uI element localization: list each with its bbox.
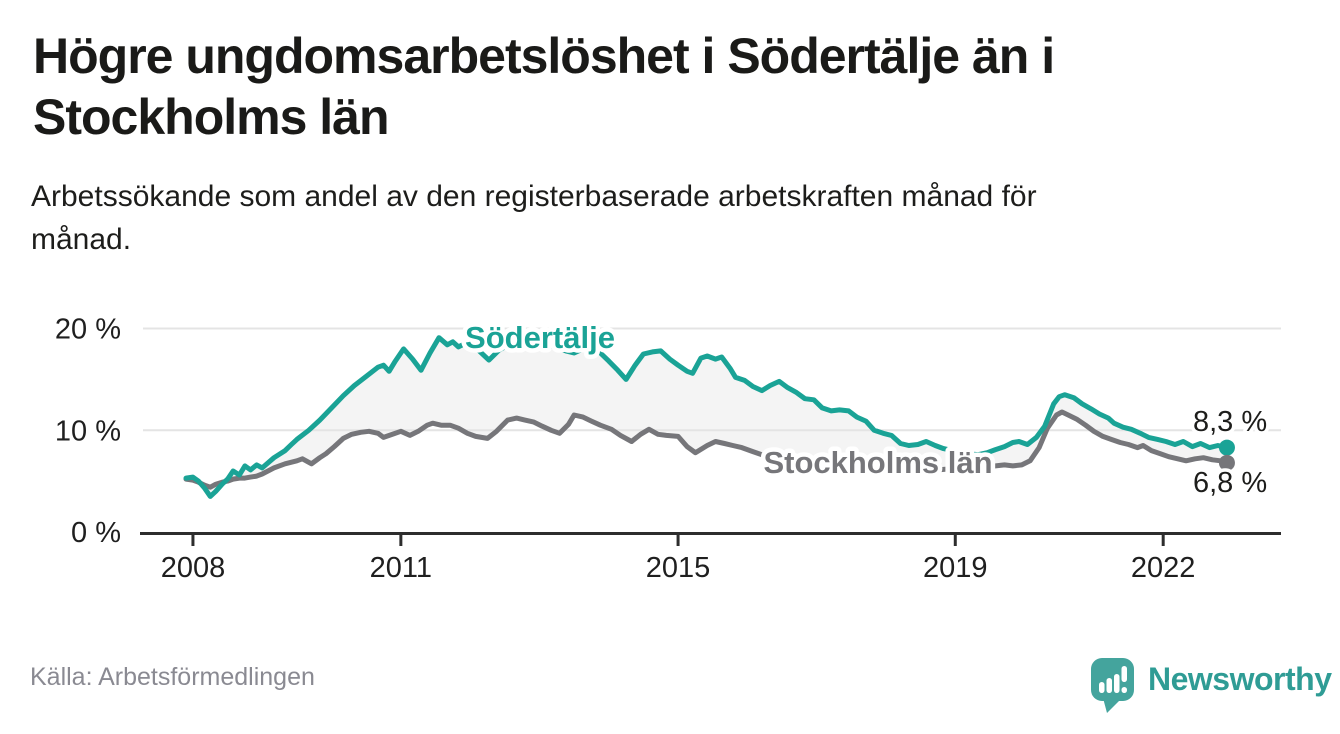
newsworthy-logo-icon bbox=[1091, 658, 1134, 713]
y-tick-label: 10 % bbox=[55, 415, 121, 447]
end-dot-sodertalje bbox=[1218, 439, 1235, 456]
source-note: Källa: Arbetsförmedlingen bbox=[30, 663, 315, 691]
series-line-sodertalje bbox=[183, 335, 1230, 499]
x-tick-label: 2008 bbox=[161, 552, 226, 584]
y-tick-label: 20 % bbox=[55, 314, 121, 346]
chart-subtitle: Arbetssökande som andel av den registerb… bbox=[31, 180, 1037, 256]
newsworthy-logo-text: Newsworthy bbox=[1148, 661, 1332, 697]
page-title: Högre ungdomsarbetslöshet i Södertälje ä… bbox=[33, 28, 1055, 145]
series-label-stockholms-lan: Stockholms län bbox=[763, 445, 992, 480]
end-value-label-stockholms-lan: 6,8 % bbox=[1193, 467, 1267, 499]
end-value-label-sodertalje: 8,3 % bbox=[1193, 406, 1267, 438]
newsworthy-logo: Newsworthy bbox=[1091, 658, 1332, 714]
x-tick-label: 2011 bbox=[370, 552, 432, 584]
x-tick-label: 2022 bbox=[1131, 552, 1196, 584]
x-tick-label: 2015 bbox=[646, 552, 711, 584]
series-line-stockholms-lan bbox=[183, 409, 1230, 490]
x-tick-label: 2019 bbox=[923, 552, 988, 584]
series-label-sodertalje: Södertälje bbox=[465, 320, 615, 355]
area-between-series bbox=[186, 337, 1227, 497]
end-dot-stockholms-lan bbox=[1218, 454, 1235, 471]
y-tick-label: 0 % bbox=[71, 517, 121, 549]
